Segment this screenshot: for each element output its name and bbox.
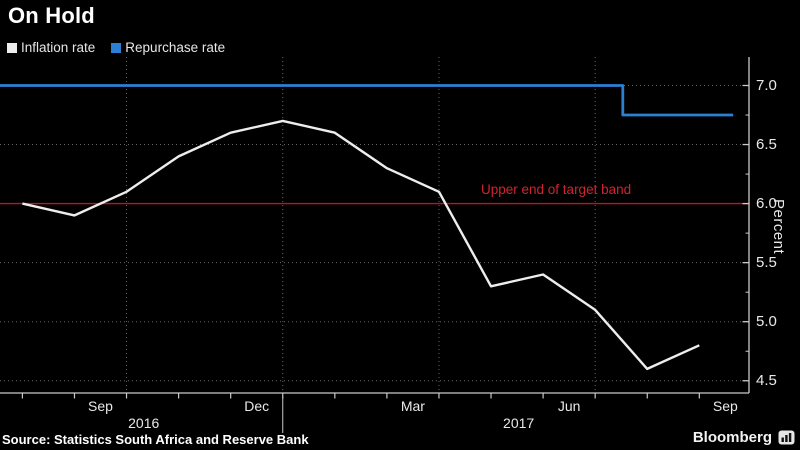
x-axis-tick-label: Dec <box>244 398 270 414</box>
inflation-rate-line <box>22 119 700 371</box>
y-axis-tick-label: 5.0 <box>756 313 777 331</box>
y-axis-tick-label: 6.5 <box>756 136 777 154</box>
y-axis-tick-label: 4.5 <box>756 372 777 390</box>
y-axis-tick-label: 6.0 <box>756 195 777 213</box>
bloomberg-wordmark: Bloomberg <box>692 429 772 446</box>
legend: Inflation rate Repurchase rate <box>7 40 225 55</box>
y-axis-title: Percent <box>770 199 787 255</box>
source-credit: Source: Statistics South Africa and Rese… <box>2 432 309 447</box>
legend-item-inflation-rate: Inflation rate <box>7 40 95 55</box>
x-axis-tick-label: Mar <box>400 398 425 414</box>
legend-swatch <box>7 42 17 53</box>
x-axis-year-label: 2017 <box>503 415 535 431</box>
legend-label: Repurchase rate <box>125 40 226 55</box>
y-axis-tick-label: 5.5 <box>756 254 777 272</box>
x-axis-tick-label: Sep <box>712 398 738 414</box>
x-axis-tick-label: Sep <box>88 398 113 414</box>
bloomberg-logo-icon <box>778 430 795 444</box>
target-band-annotation: Upper end of target band <box>481 181 632 197</box>
bloomberg-brand: Bloomberg <box>693 429 795 446</box>
x-axis-year-label: 2016 <box>128 415 160 431</box>
x-axis-tick-label: Jun <box>557 398 581 414</box>
legend-item-repurchase-rate: Repurchase rate <box>111 40 225 55</box>
legend-label: Inflation rate <box>21 40 96 55</box>
page-title: On Hold <box>8 3 95 28</box>
repurchase-rate-line <box>0 84 734 117</box>
y-axis-tick-label: 7.0 <box>756 77 777 94</box>
legend-swatch <box>111 42 122 53</box>
